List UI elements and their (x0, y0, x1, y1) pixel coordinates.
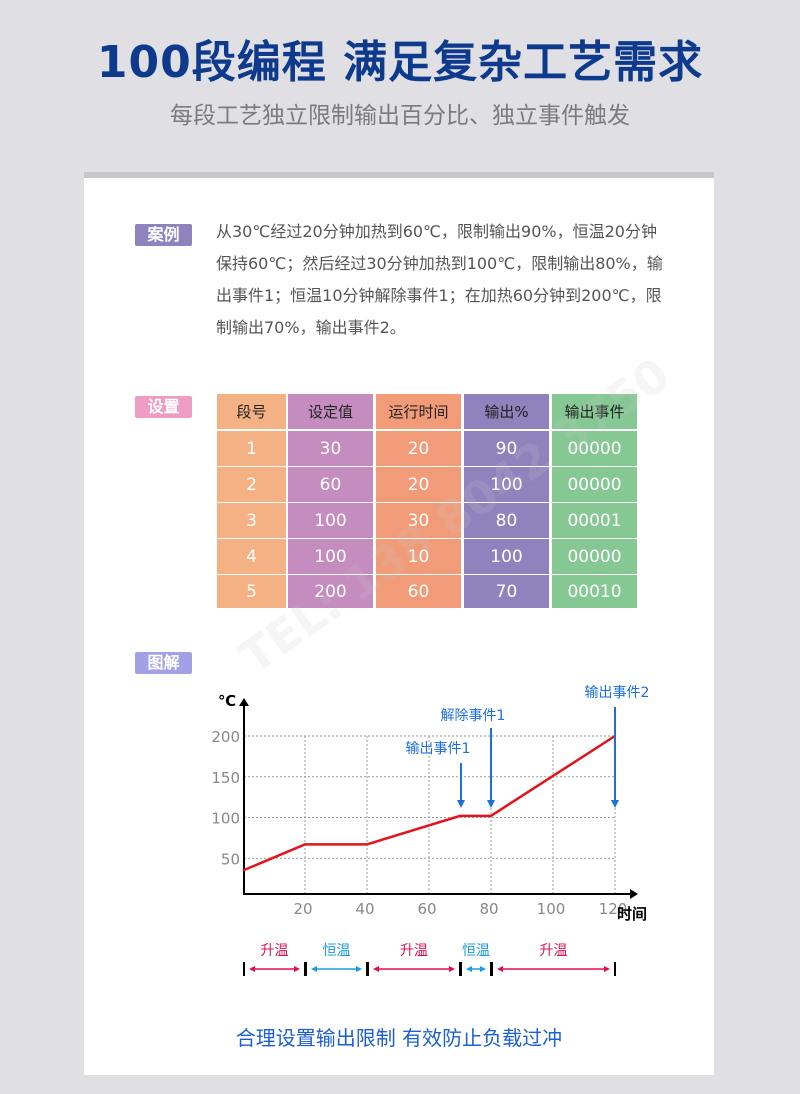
arrow-down-icon (457, 800, 465, 808)
y-axis-arrow-icon (239, 698, 249, 706)
table-cell: 20 (376, 431, 461, 466)
x-tick-label: 120 (599, 900, 628, 918)
x-tick-label: 40 (355, 900, 374, 918)
table-cell: 00010 (552, 575, 637, 608)
y-tick-label: 100 (211, 810, 240, 828)
diagram-tag: 图解 (135, 652, 192, 674)
table-cell: 00001 (552, 503, 637, 538)
phase-label: 升温 (400, 943, 428, 959)
content-card (84, 172, 714, 1075)
table-cell: 70 (464, 575, 549, 608)
table-cell: 5 (217, 575, 286, 608)
table-cell: 3 (217, 503, 286, 538)
table-cell: 60 (376, 575, 461, 608)
table-cell: 80 (464, 503, 549, 538)
page-subtitle: 每段工艺独立限制输出百分比、独立事件触发 (170, 103, 630, 129)
x-tick-label: 80 (479, 900, 498, 918)
case-description: 从30℃经过20分钟加热到60℃，限制输出90%，恒温20分钟保持60℃；然后经… (216, 222, 663, 337)
x-tick-label: 100 (537, 900, 566, 918)
phase-label: 升温 (540, 943, 568, 959)
case-tag: 案例 (135, 224, 192, 246)
y-tick-label: 200 (211, 728, 240, 746)
footer-slogan: 合理设置输出限制 有效防止负载过冲 (235, 1026, 563, 1050)
y-tick-label: 150 (211, 769, 240, 787)
table-cell: 4 (217, 539, 286, 574)
settings-tag: 设置 (135, 396, 192, 418)
table-cell: 30 (288, 431, 373, 466)
page-title: 100段编程 满足复杂工艺需求 (96, 37, 704, 88)
table-cell: 90 (464, 431, 549, 466)
arrow-down-icon (487, 800, 495, 808)
table-cell: 30 (376, 503, 461, 538)
table-cell: 100 (464, 467, 549, 502)
table-header-cell: 设定值 (288, 394, 373, 429)
x-tick-label: 20 (293, 900, 312, 918)
table-cell: 00000 (552, 539, 637, 574)
temperature-line (242, 734, 616, 872)
phase-label: 恒温 (323, 943, 351, 959)
table-cell: 60 (288, 467, 373, 502)
table-cell: 20 (376, 467, 461, 502)
double-arrow-icon (311, 966, 362, 972)
table-header-cell: 输出事件 (552, 394, 637, 429)
table-cell: 2 (217, 467, 286, 502)
x-axis-label: 时间 (617, 905, 647, 923)
event-annotation: 解除事件1 (441, 708, 506, 724)
x-tick-label: 60 (417, 900, 436, 918)
phase-label: 升温 (261, 943, 289, 959)
table-cell: 100 (288, 503, 373, 538)
table-header-cell: 段号 (217, 394, 286, 429)
table-cell: 00000 (552, 467, 637, 502)
table-cell: 100 (464, 539, 549, 574)
table-header-cell: 输出% (464, 394, 549, 429)
event-annotation: 输出事件1 (406, 741, 471, 757)
event-annotation: 输出事件2 (585, 685, 650, 701)
table-cell: 10 (376, 539, 461, 574)
table-cell: 1 (217, 431, 286, 466)
arrow-down-icon (611, 800, 619, 808)
table-cell: 100 (288, 539, 373, 574)
x-axis-arrow-icon (630, 889, 638, 899)
y-tick-label: 50 (221, 850, 240, 868)
y-axis-label: ℃ (218, 692, 236, 710)
table-cell: 200 (288, 575, 373, 608)
double-arrow-icon (249, 966, 300, 972)
double-arrow-icon (466, 966, 486, 972)
table-cell: 00000 (552, 431, 637, 466)
phase-label: 恒温 (462, 943, 490, 959)
table-header-cell: 运行时间 (376, 394, 461, 429)
